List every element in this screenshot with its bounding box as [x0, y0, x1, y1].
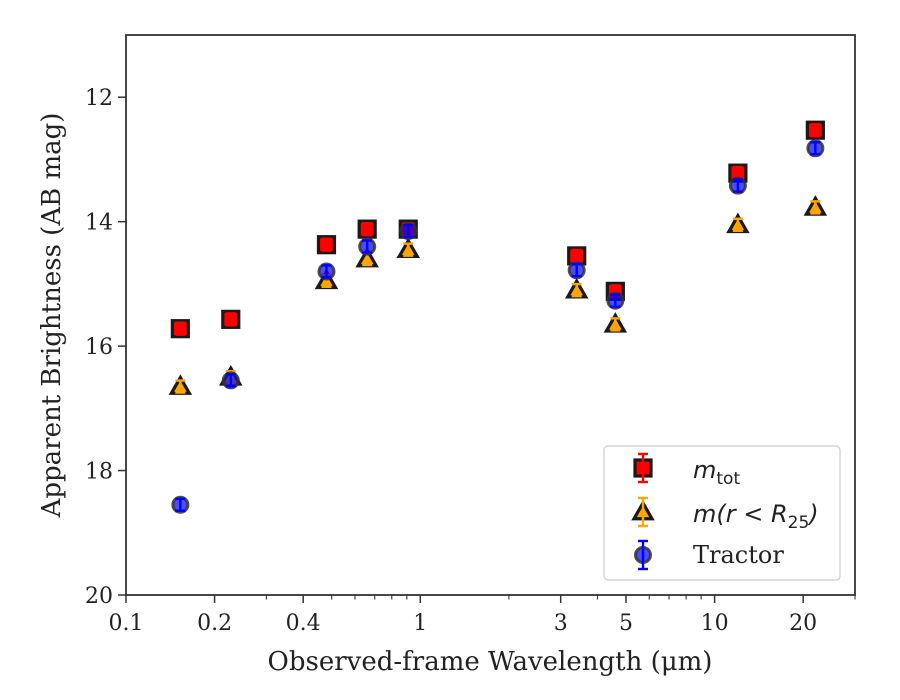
legend-box: [603, 445, 841, 581]
plot-frame: [125, 34, 856, 596]
series-2: [168, 195, 828, 395]
mtot-point-errorbar: [321, 237, 332, 252]
x-tick-label: 0.4: [286, 611, 321, 636]
m-r25-point-errorbar: [403, 242, 414, 257]
tractor-point-errorbar: [571, 263, 582, 278]
m-r25-point-errorbar: [571, 282, 582, 298]
y-tick-label: 18: [85, 460, 113, 485]
x-tick-label: 0.2: [197, 611, 232, 636]
tractor-point-errorbar: [321, 264, 332, 279]
y-axis-title: Apparent Brightness (AB mag): [37, 113, 67, 519]
legend-label-tractor: Tractor: [693, 541, 784, 569]
mtot-point-errorbar: [362, 221, 373, 237]
tractor-point-errorbar: [810, 141, 821, 156]
y-axis: 12 14 16 18 20: [85, 86, 126, 609]
tractor-point-errorbar: [403, 223, 414, 239]
plot-marks: [168, 120, 828, 514]
legend: mtot m(r < R25) Tractor: [603, 445, 841, 581]
legend-marker-tractor: [634, 539, 652, 571]
x-tick-label: 0.1: [109, 611, 144, 636]
mtot-point-errorbar: [810, 122, 821, 138]
legend-label-mtot: mtot: [693, 456, 740, 489]
mtot-point-errorbar: [175, 321, 186, 336]
series-3: [171, 139, 825, 514]
tractor-point-errorbar: [732, 178, 743, 193]
x-tick-label: 20: [789, 611, 817, 636]
tractor-point-errorbar: [610, 293, 621, 308]
x-tick-label: 10: [701, 611, 729, 636]
y-tick-label: 12: [85, 86, 113, 111]
m-r25-point-errorbar: [175, 379, 186, 394]
series-1: [170, 120, 825, 339]
m-r25-point-errorbar: [610, 317, 621, 332]
mtot-point-errorbar: [225, 312, 236, 327]
m-r25-point-errorbar: [732, 217, 743, 232]
tractor-point-errorbar: [175, 497, 186, 512]
x-tick-label: 5: [619, 611, 633, 636]
tractor-point-errorbar: [362, 239, 373, 254]
x-axis-title: Observed-frame Wavelength (μm): [268, 647, 713, 677]
y-tick-label: 16: [85, 335, 113, 360]
tractor-point-errorbar: [225, 373, 236, 388]
legend-label-m-r25: m(r < R25): [693, 500, 819, 533]
legend-marker-mtot: [633, 452, 653, 484]
y-tick-label: 14: [85, 211, 113, 236]
x-axis: 0.1 0.2 0.4 1 3 5 10 20: [109, 595, 856, 636]
legend-marker-m-r25: [631, 496, 655, 528]
x-tick-label: 1: [413, 611, 427, 636]
y-tick-label: 20: [85, 584, 113, 609]
m-r25-point-errorbar: [810, 200, 821, 215]
legend-markers: [631, 452, 655, 571]
x-tick-label: 3: [554, 611, 568, 636]
